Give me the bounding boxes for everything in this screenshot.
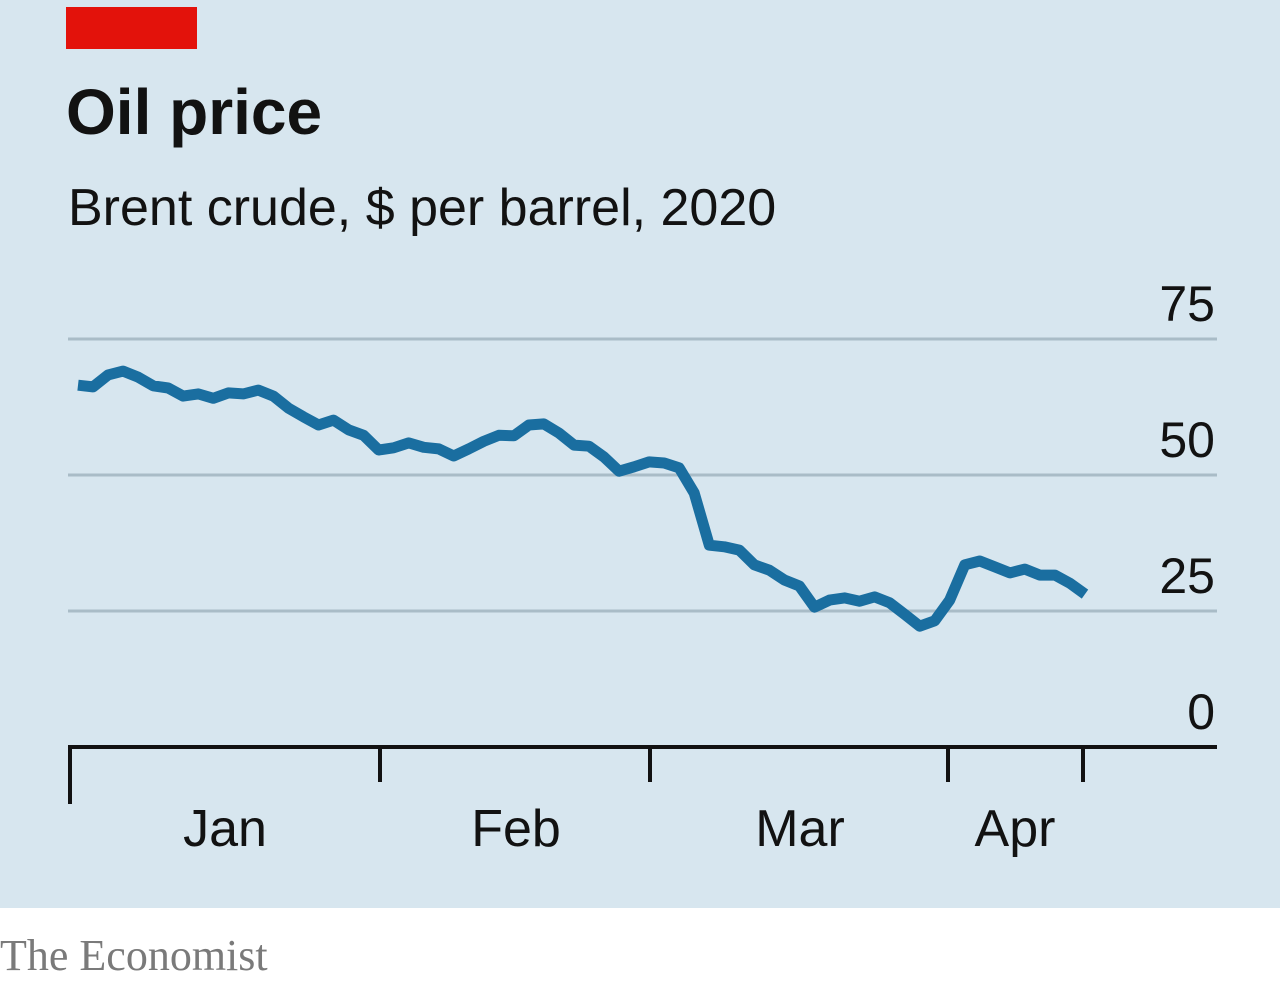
x-tick-label: Mar [755,800,845,858]
y-tick-label: 50 [1159,412,1215,468]
chart-subtitle: Brent crude, $ per barrel, 2020 [68,179,776,237]
x-tick-label: Apr [975,800,1056,858]
chart-title: Oil price [66,76,322,148]
y-tick-label: 0 [1187,684,1215,740]
y-tick-label: 75 [1159,276,1215,332]
x-tick-label: Jan [183,800,267,858]
brand-bar [66,7,197,49]
y-tick-label: 25 [1159,548,1215,604]
chart-background [0,0,1280,908]
source: The Economist [0,931,268,980]
line-series [77,365,1089,632]
x-tick-label: Feb [471,800,561,858]
